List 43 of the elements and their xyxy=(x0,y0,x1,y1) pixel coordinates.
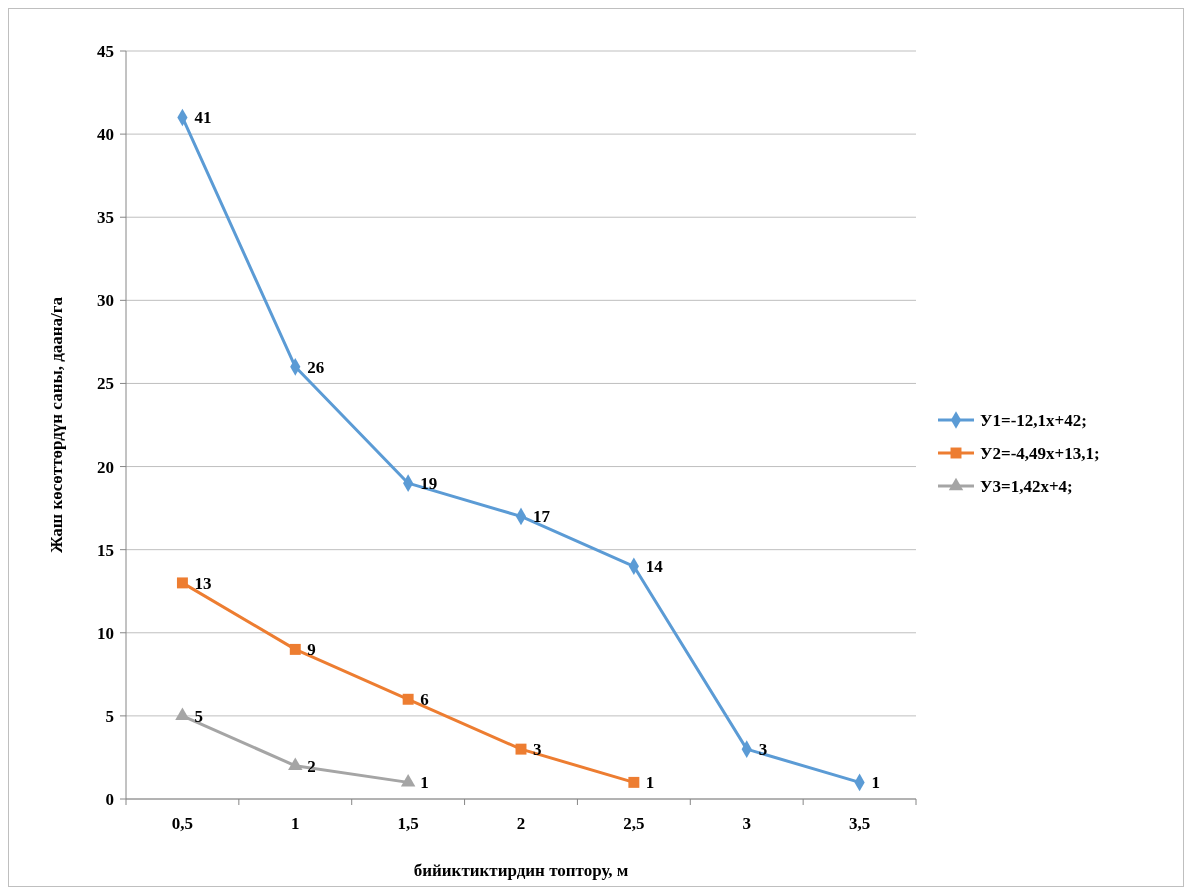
x-tick-label: 2 xyxy=(516,814,526,833)
data-label: 13 xyxy=(194,573,212,593)
point xyxy=(288,757,303,770)
point xyxy=(175,707,190,721)
point xyxy=(176,577,188,589)
data-label: 9 xyxy=(307,640,316,660)
x-tick-label: 3,5 xyxy=(848,814,871,833)
legend-label: У1=-12,1x+42; xyxy=(980,410,1087,430)
data-label: 1 xyxy=(645,773,655,793)
x-tick-label: 2,5 xyxy=(623,814,645,833)
data-label: 1 xyxy=(871,773,881,793)
legend-label: У3=1,42x+4; xyxy=(980,476,1073,496)
point xyxy=(402,693,414,705)
data-label: 1 xyxy=(420,773,429,793)
data-label: 17 xyxy=(533,507,551,527)
y-tick-label: 25 xyxy=(97,374,114,394)
data-label: 5 xyxy=(194,706,203,726)
y-tick-label: 45 xyxy=(97,41,114,61)
data-label: 6 xyxy=(420,690,429,710)
y-tick-label: 5 xyxy=(105,706,114,726)
point xyxy=(289,643,301,655)
data-label: 41 xyxy=(194,108,212,128)
x-tick-label: 1,5 xyxy=(397,814,419,833)
point xyxy=(400,774,416,787)
y-tick-label: 20 xyxy=(97,457,114,477)
y-tick-label: 10 xyxy=(97,623,114,643)
y-tick-label: 15 xyxy=(97,540,114,560)
y-axis-title: Жаш көсөттөрдүн саны, даана/га xyxy=(47,296,66,554)
y-tick-label: 0 xyxy=(105,789,114,809)
y-tick-label: 30 xyxy=(97,291,114,311)
point xyxy=(515,743,527,755)
x-axis-title: бийиктиктирдин топтору, м xyxy=(413,861,629,880)
point xyxy=(628,776,640,788)
data-label: 19 xyxy=(420,474,438,494)
x-tick-label: 0,5 xyxy=(171,814,194,833)
y-tick-label: 40 xyxy=(97,125,114,145)
x-tick-label: 1 xyxy=(291,814,300,833)
data-label: 14 xyxy=(645,557,664,577)
data-label: 26 xyxy=(307,357,325,377)
x-tick-label: 3 xyxy=(742,814,751,833)
y-tick-label: 35 xyxy=(97,208,114,228)
data-label: 2 xyxy=(307,756,316,776)
legend-label: У2=-4,49x+13,1; xyxy=(980,443,1100,463)
